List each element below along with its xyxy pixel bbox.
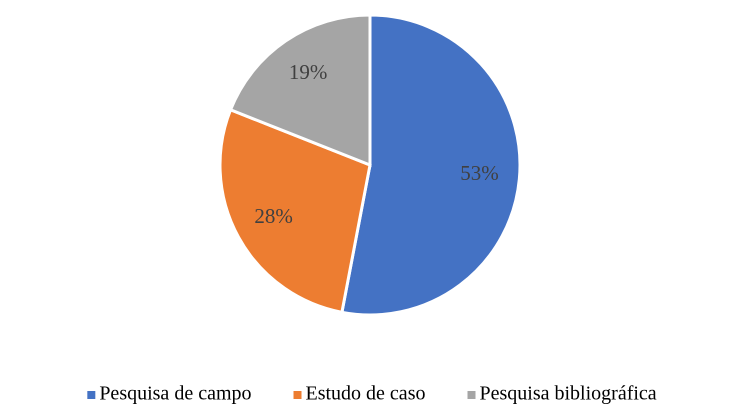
pie-slice bbox=[228, 13, 372, 168]
value-label: 28% bbox=[254, 204, 293, 228]
legend-label: Pesquisa bibliográfica bbox=[479, 383, 656, 405]
legend-marker bbox=[87, 391, 96, 399]
legend-marker bbox=[467, 391, 476, 399]
pie-slice bbox=[218, 107, 372, 315]
legend-label: Estudo de caso bbox=[306, 383, 426, 405]
value-label: 19% bbox=[289, 60, 328, 84]
value-label: 53% bbox=[460, 161, 499, 185]
legend-label: Pesquisa de campo bbox=[99, 383, 251, 405]
legend-marker bbox=[293, 391, 302, 399]
pie-slice bbox=[340, 13, 522, 317]
